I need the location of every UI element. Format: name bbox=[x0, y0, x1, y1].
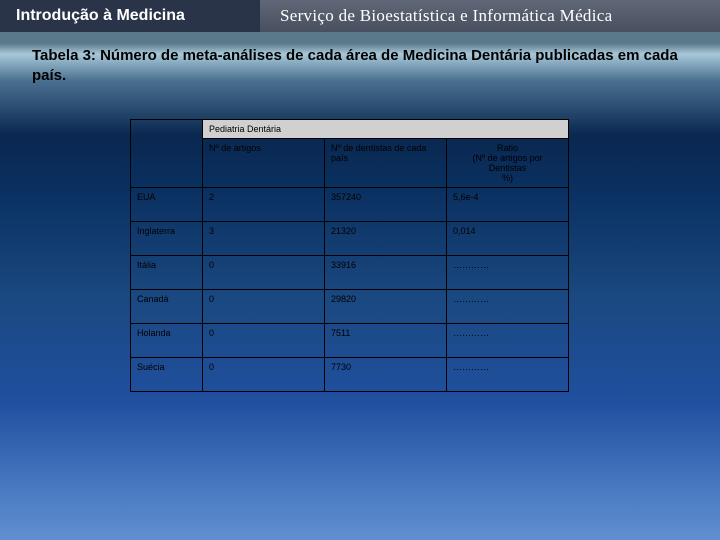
articles-cell: 0 bbox=[203, 324, 325, 358]
col-header-articles: Nº de artigos bbox=[203, 139, 325, 188]
table-row: EUA 2 357240 5,6e-4 bbox=[131, 188, 569, 222]
articles-cell: 3 bbox=[203, 222, 325, 256]
table-row: Inglaterra 3 21320 0,014 bbox=[131, 222, 569, 256]
ratio-cell: ………… bbox=[447, 358, 569, 392]
country-cell: EUA bbox=[131, 188, 203, 222]
country-cell: Itália bbox=[131, 256, 203, 290]
dentists-cell: 21320 bbox=[325, 222, 447, 256]
articles-cell: 2 bbox=[203, 188, 325, 222]
table-row: Canadá 0 29820 ………… bbox=[131, 290, 569, 324]
dentists-cell: 7730 bbox=[325, 358, 447, 392]
col-header-ratio: Ratio (Nº de artigos por Dentistas %) bbox=[447, 139, 569, 188]
articles-cell: 0 bbox=[203, 358, 325, 392]
corner-cell bbox=[131, 120, 203, 188]
category-header: Pediatria Dentária bbox=[203, 120, 569, 139]
ratio-cell: ………… bbox=[447, 324, 569, 358]
table-title: Tabela 3: Número de meta-análises de cad… bbox=[32, 46, 688, 85]
ratio-line3: %) bbox=[502, 173, 513, 183]
ratio-cell: 5,6e-4 bbox=[447, 188, 569, 222]
col-header-dentists: Nº de dentistas de cada país bbox=[325, 139, 447, 188]
ratio-line2: (Nº de artigos por Dentistas bbox=[472, 153, 542, 173]
articles-cell: 0 bbox=[203, 290, 325, 324]
dentists-cell: 33916 bbox=[325, 256, 447, 290]
title-block: Tabela 3: Número de meta-análises de cad… bbox=[0, 32, 720, 89]
table-row: Itália 0 33916 ………… bbox=[131, 256, 569, 290]
country-cell: Canadá bbox=[131, 290, 203, 324]
header-service-text: Serviço de Bioestatística e Informática … bbox=[280, 6, 612, 26]
articles-cell: 0 bbox=[203, 256, 325, 290]
ratio-cell: ………… bbox=[447, 256, 569, 290]
ratio-cell: ………… bbox=[447, 290, 569, 324]
dentists-cell: 357240 bbox=[325, 188, 447, 222]
country-cell: Inglaterra bbox=[131, 222, 203, 256]
country-cell: Suécia bbox=[131, 358, 203, 392]
content-area: Pediatria Dentária Nº de artigos Nº de d… bbox=[0, 89, 720, 392]
ratio-line1: Ratio bbox=[497, 143, 518, 153]
ratio-cell: 0,014 bbox=[447, 222, 569, 256]
dentists-cell: 7511 bbox=[325, 324, 447, 358]
table-row: Holanda 0 7511 ………… bbox=[131, 324, 569, 358]
data-table: Pediatria Dentária Nº de artigos Nº de d… bbox=[130, 119, 569, 392]
header-bar: Introdução à Medicina Serviço de Bioesta… bbox=[0, 0, 720, 32]
header-title: Introdução à Medicina bbox=[16, 7, 185, 25]
country-cell: Holanda bbox=[131, 324, 203, 358]
header-left-block: Introdução à Medicina bbox=[0, 0, 260, 32]
table-row: Suécia 0 7730 ………… bbox=[131, 358, 569, 392]
dentists-cell: 29820 bbox=[325, 290, 447, 324]
